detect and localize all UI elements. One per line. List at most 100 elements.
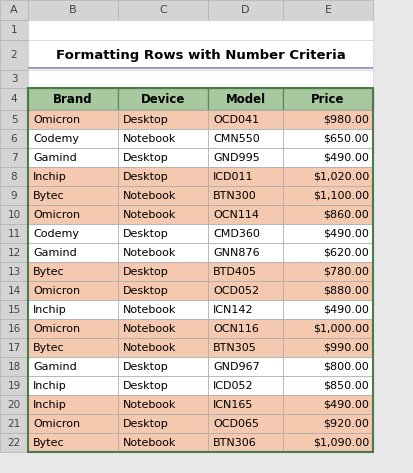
Bar (28, 70, 373, 88)
Text: $490.00: $490.00 (323, 228, 369, 238)
Bar (283, 88, 373, 110)
Bar (0, 129, 28, 148)
Text: 18: 18 (7, 361, 21, 371)
Bar (28, 205, 118, 224)
Text: Formatting Rows with Number Criteria: Formatting Rows with Number Criteria (56, 49, 345, 61)
Text: GNN876: GNN876 (213, 247, 260, 257)
Text: Desktop: Desktop (123, 172, 169, 182)
Bar (118, 414, 208, 433)
Bar (283, 300, 373, 319)
Text: OCD065: OCD065 (213, 419, 259, 429)
Text: 12: 12 (7, 247, 21, 257)
Text: $1,020.00: $1,020.00 (313, 172, 369, 182)
Text: Notebook: Notebook (123, 400, 176, 410)
Bar (118, 167, 208, 186)
Text: $780.00: $780.00 (323, 266, 369, 277)
Text: $650.00: $650.00 (323, 133, 369, 143)
Bar (28, 40, 373, 70)
Bar (283, 281, 373, 300)
Text: $800.00: $800.00 (323, 361, 369, 371)
Bar (208, 262, 283, 281)
Bar (208, 0, 283, 20)
Text: CMD360: CMD360 (213, 228, 260, 238)
Text: 9: 9 (11, 191, 17, 201)
Bar (208, 357, 283, 376)
Bar (118, 338, 208, 357)
Text: $1,000.00: $1,000.00 (313, 324, 369, 333)
Bar (0, 300, 28, 319)
Bar (208, 243, 283, 262)
Text: CMN550: CMN550 (213, 133, 260, 143)
Bar (0, 40, 28, 70)
Text: Inchip: Inchip (33, 305, 67, 315)
Text: GND967: GND967 (213, 361, 260, 371)
Text: Inchip: Inchip (33, 172, 67, 182)
Text: ICN142: ICN142 (213, 305, 254, 315)
Text: E: E (325, 5, 332, 15)
Text: Desktop: Desktop (123, 228, 169, 238)
Text: Notebook: Notebook (123, 342, 176, 352)
Text: Omicron: Omicron (33, 419, 80, 429)
Bar (28, 0, 118, 20)
Text: Codemy: Codemy (33, 228, 79, 238)
Bar (28, 148, 118, 167)
Text: Notebook: Notebook (123, 305, 176, 315)
Text: GND995: GND995 (213, 152, 260, 163)
Text: $880.00: $880.00 (323, 286, 369, 296)
Bar (28, 395, 118, 414)
Bar (28, 20, 373, 40)
Bar (208, 224, 283, 243)
Bar (208, 205, 283, 224)
Bar (208, 110, 283, 129)
Text: 11: 11 (7, 228, 21, 238)
Text: Notebook: Notebook (123, 191, 176, 201)
Text: $850.00: $850.00 (323, 380, 369, 391)
Text: Desktop: Desktop (123, 361, 169, 371)
Text: 19: 19 (7, 380, 21, 391)
Bar (28, 224, 118, 243)
Text: OCD052: OCD052 (213, 286, 259, 296)
Bar (0, 319, 28, 338)
Text: Device: Device (141, 93, 185, 105)
Text: $1,090.00: $1,090.00 (313, 438, 369, 447)
Bar (0, 262, 28, 281)
Bar (28, 338, 118, 357)
Bar (0, 243, 28, 262)
Bar (283, 167, 373, 186)
Bar (28, 88, 373, 452)
Bar (0, 414, 28, 433)
Text: 15: 15 (7, 305, 21, 315)
Text: 14: 14 (7, 286, 21, 296)
Bar (208, 414, 283, 433)
Text: $860.00: $860.00 (323, 210, 369, 219)
Bar (283, 148, 373, 167)
Bar (208, 319, 283, 338)
Bar (28, 376, 118, 395)
Text: ICD011: ICD011 (213, 172, 254, 182)
Bar (118, 0, 208, 20)
Text: 2: 2 (11, 50, 17, 60)
Bar (0, 395, 28, 414)
Text: Desktop: Desktop (123, 114, 169, 124)
Bar (208, 148, 283, 167)
Text: Bytec: Bytec (33, 191, 64, 201)
Bar (283, 129, 373, 148)
Text: Desktop: Desktop (123, 419, 169, 429)
Text: Omicron: Omicron (33, 114, 80, 124)
Bar (28, 243, 118, 262)
Bar (118, 395, 208, 414)
Bar (28, 110, 118, 129)
Bar (283, 0, 373, 20)
Text: Notebook: Notebook (123, 133, 176, 143)
Text: Notebook: Notebook (123, 324, 176, 333)
Bar (28, 357, 118, 376)
Text: Inchip: Inchip (33, 400, 67, 410)
Bar (28, 281, 118, 300)
Bar (118, 243, 208, 262)
Bar (283, 110, 373, 129)
Text: 1: 1 (11, 25, 17, 35)
Bar (0, 433, 28, 452)
Text: Bytec: Bytec (33, 266, 64, 277)
Bar (0, 70, 28, 88)
Bar (283, 319, 373, 338)
